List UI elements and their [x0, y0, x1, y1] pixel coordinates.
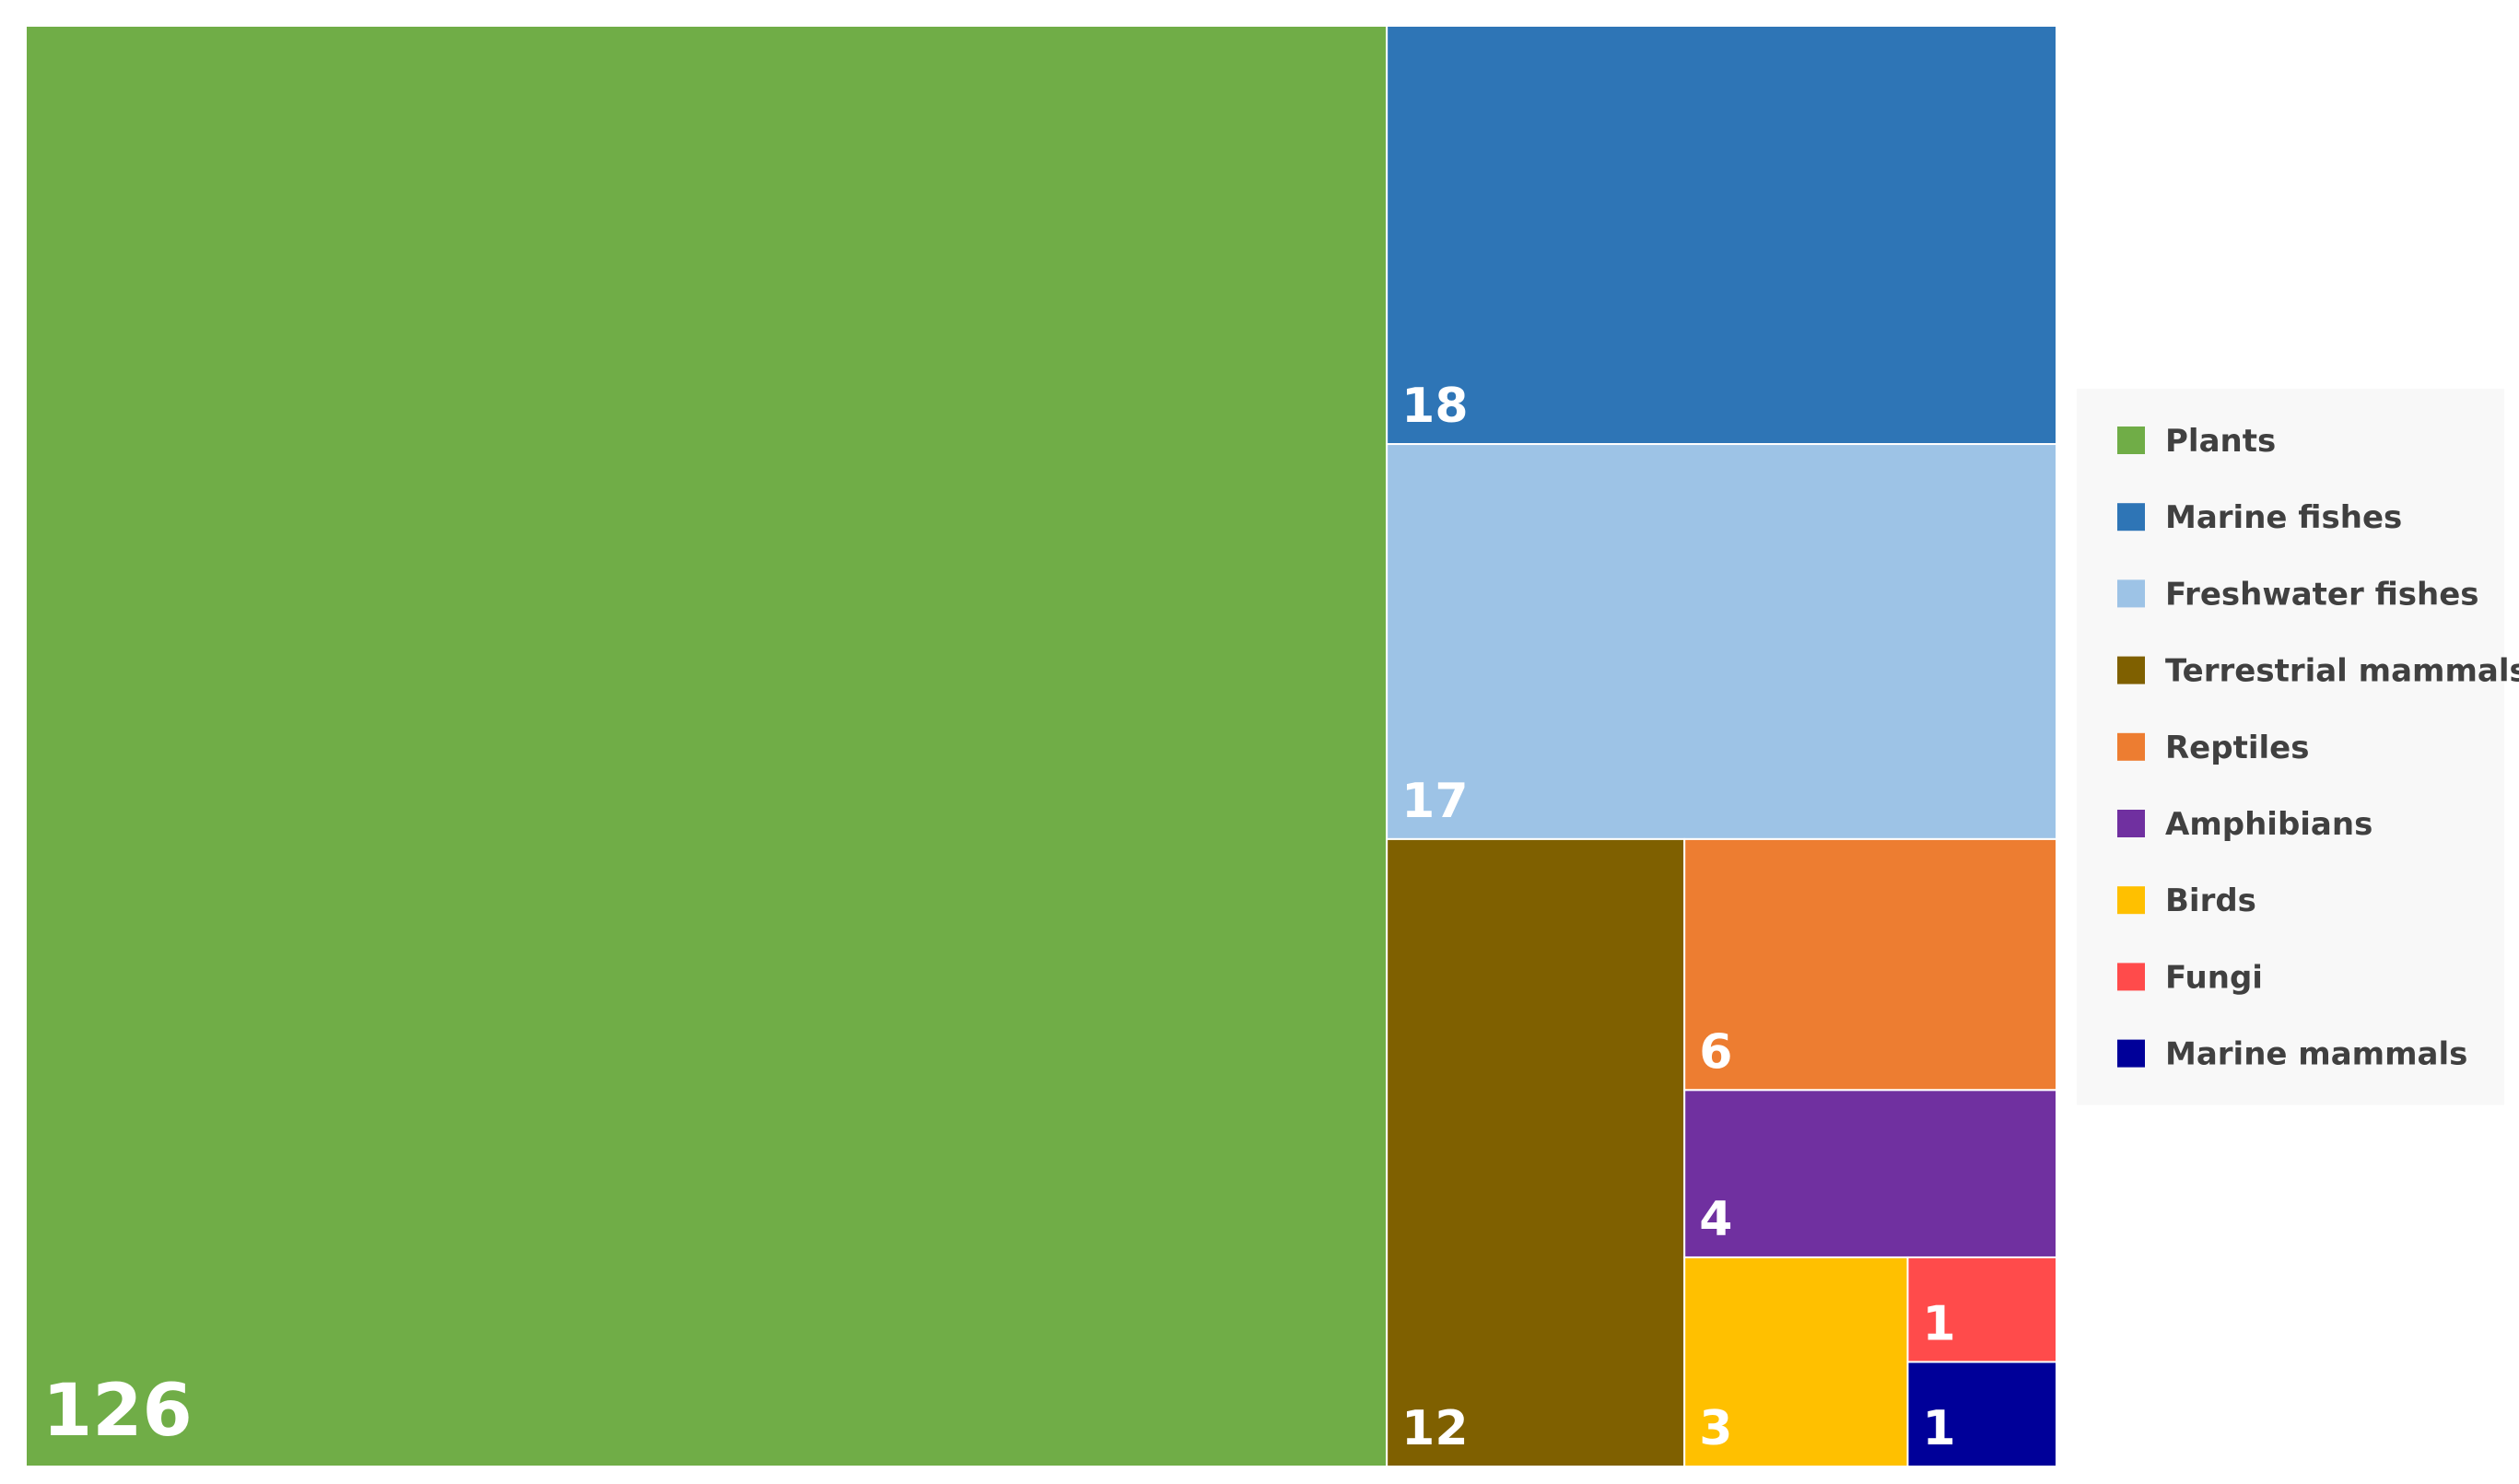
legend-swatch-marine-mammals	[2117, 1039, 2145, 1068]
tile-birds	[1683, 1256, 1909, 1468]
legend-label-reptiles: Reptiles	[2165, 730, 2309, 766]
data-label-terrestrial-mammals: 12	[1401, 1401, 1468, 1456]
legend-label-fungi: Fungi	[2165, 959, 2263, 996]
legend-swatch-amphibians	[2117, 810, 2145, 837]
data-label-fungi: 1	[1922, 1296, 1955, 1351]
legend-label-marine-mammals: Marine mammals	[2165, 1036, 2467, 1073]
tile-marine-fishes	[1386, 25, 2057, 446]
legend-swatch-marine-fishes	[2117, 503, 2145, 532]
data-label-birds: 3	[1699, 1401, 1732, 1456]
legend-background	[2077, 389, 2504, 1105]
data-label-plants: 126	[42, 1370, 193, 1453]
data-label-marine-fishes: 18	[1401, 379, 1468, 434]
legend-swatch-freshwater-fishes	[2117, 579, 2145, 608]
tile-fungi	[1906, 1256, 2057, 1363]
tile-amphibians	[1683, 1089, 2057, 1258]
legend-label-amphibians: Amphibians	[2165, 806, 2373, 843]
tile-reptiles	[1683, 837, 2057, 1092]
data-label-amphibians: 4	[1699, 1192, 1732, 1247]
legend-swatch-fungi	[2117, 963, 2145, 991]
legend-swatch-plants	[2117, 427, 2145, 454]
legend-label-birds: Birds	[2165, 882, 2256, 919]
tile-plants	[25, 25, 1388, 1467]
legend-label-terrestrial-mammals: Terrestrial mammals	[2165, 653, 2519, 690]
legend-swatch-reptiles	[2117, 732, 2145, 761]
data-label-marine-mammals: 1	[1922, 1401, 1955, 1456]
legend-swatch-terrestrial-mammals	[2117, 656, 2145, 684]
tile-terrestrial-mammals	[1386, 837, 1686, 1467]
legend-swatch-birds	[2117, 886, 2145, 915]
data-label-reptiles: 6	[1699, 1024, 1732, 1080]
tile-marine-mammals	[1906, 1361, 2057, 1468]
legend: Plants Marine fishes Freshwater fishes Terr…	[2077, 389, 2519, 1105]
legend-label-marine-fishes: Marine fishes	[2165, 499, 2402, 536]
legend-label-plants: Plants	[2165, 423, 2276, 460]
legend-label-freshwater-fishes: Freshwater fishes	[2165, 576, 2479, 613]
data-label-freshwater-fishes: 17	[1401, 774, 1468, 829]
tile-freshwater-fishes	[1386, 443, 2057, 840]
